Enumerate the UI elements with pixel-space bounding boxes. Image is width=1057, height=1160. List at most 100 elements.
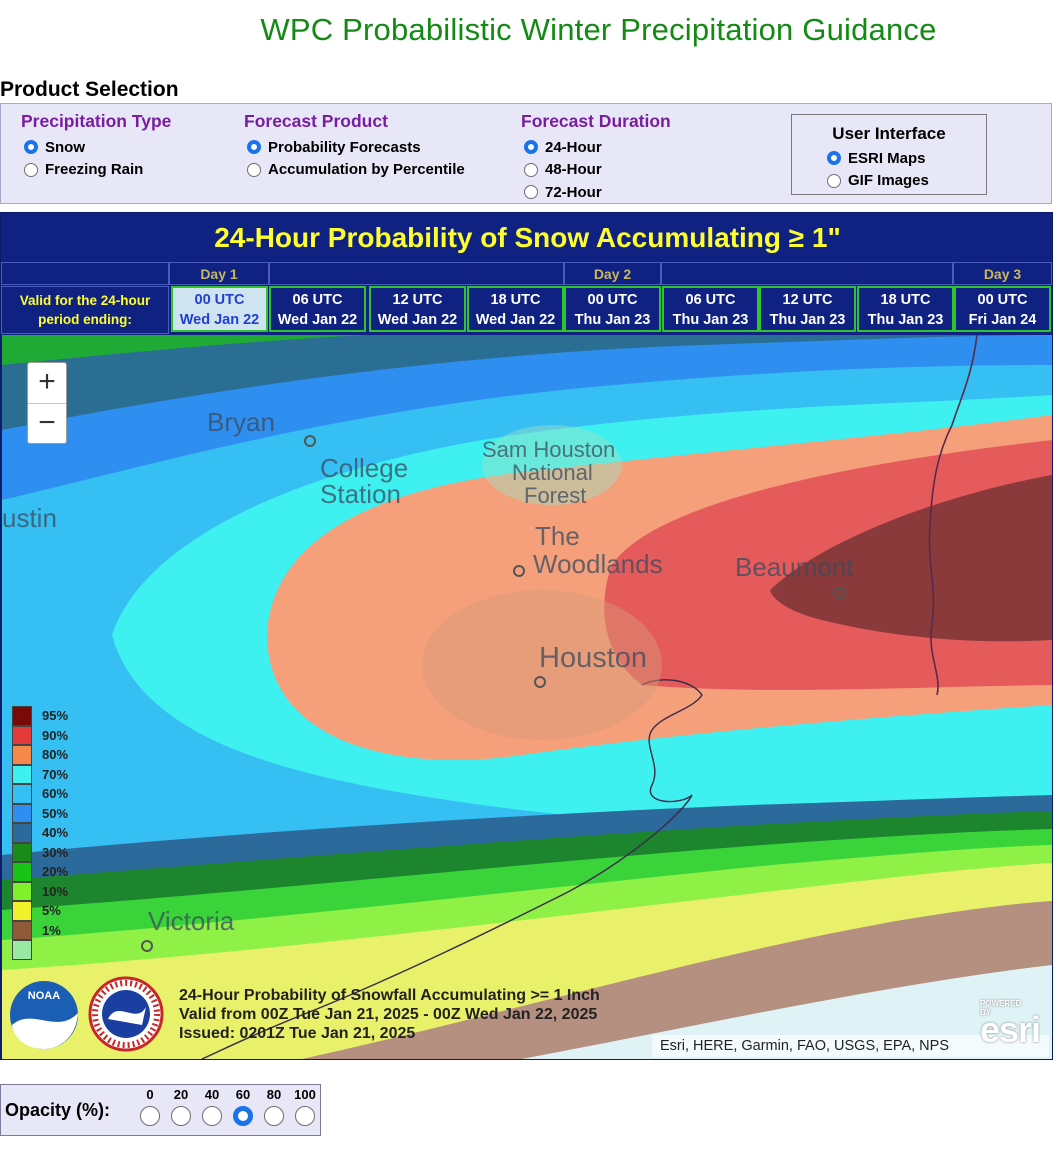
legend-swatch (12, 862, 32, 882)
time-tab[interactable]: 12 UTC Thu Jan 23 (759, 286, 856, 332)
time-tab[interactable]: 00 UTC Wed Jan 22 (171, 286, 268, 332)
band-95 (770, 475, 1052, 642)
legend-swatch (12, 745, 32, 765)
legend-row: 60% (12, 784, 68, 804)
legend-row: 40% (12, 823, 68, 843)
forecast-duration-48h[interactable]: 48-Hour (521, 159, 671, 182)
product-selection-heading: Product Selection (0, 78, 179, 101)
time-tab[interactable]: 00 UTC Fri Jan 24 (954, 286, 1051, 332)
legend-swatch (12, 881, 32, 901)
opacity-option[interactable]: 60 (231, 1087, 255, 1126)
forecast-duration-72h[interactable]: 72-Hour (521, 181, 671, 204)
user-interface-esri[interactable]: ESRI Maps (792, 147, 986, 170)
time-tab[interactable]: 18 UTC Wed Jan 22 (467, 286, 564, 332)
page-title: WPC Probabilistic Winter Precipitation G… (260, 12, 937, 47)
precip-type-group: Precipitation Type Snow Freezing Rain (21, 111, 171, 181)
user-interface-title: User Interface (832, 124, 946, 143)
legend-row: 30% (12, 842, 68, 862)
place-woodlands: Woodlands (533, 549, 663, 579)
national-forest-area (482, 425, 622, 505)
radio-icon[interactable] (24, 162, 38, 177)
legend-row (12, 940, 32, 960)
place-college: College (320, 453, 408, 483)
time-tab[interactable]: 00 UTC Thu Jan 23 (564, 286, 661, 332)
zoom-out-button[interactable]: − (28, 403, 66, 444)
product-selection-panel: Precipitation Type Snow Freezing Rain Fo… (0, 103, 1052, 204)
radio-icon[interactable] (295, 1106, 315, 1126)
forecast-duration-24h[interactable]: 24-Hour (521, 136, 671, 159)
place-beaumont: Beaumont (735, 552, 854, 582)
city-dot (534, 676, 546, 688)
legend-swatch (12, 706, 32, 726)
probability-legend: 95% 90% 80% 70% 60% 50% 40% 30% 20% 10% … (12, 706, 68, 960)
time-tab[interactable]: 18 UTC Thu Jan 23 (857, 286, 954, 332)
place-sam-houston-2: National (512, 460, 593, 485)
place-station: Station (320, 479, 401, 509)
opacity-option[interactable]: 80 (262, 1087, 286, 1126)
urban-area (422, 590, 662, 740)
valid-time-row: Valid for the 24-hour period ending: 00 … (1, 286, 1052, 334)
time-tab[interactable]: 12 UTC Wed Jan 22 (369, 286, 466, 332)
precip-type-freezing-rain[interactable]: Freezing Rain (21, 159, 171, 182)
legend-swatch (12, 920, 32, 940)
day-spacer (1, 262, 169, 285)
opacity-option[interactable]: 100 (293, 1087, 317, 1126)
legend-swatch (12, 803, 32, 823)
forecast-product-title: Forecast Product (244, 111, 388, 131)
forecast-product-probability[interactable]: Probability Forecasts (244, 136, 465, 159)
radio-icon[interactable] (264, 1106, 284, 1126)
zoom-control: + − (27, 362, 67, 444)
place-bryan: Bryan (207, 407, 275, 437)
zoom-in-button[interactable]: + (38, 365, 56, 398)
map-attribution: Esri, HERE, Garmin, FAO, USGS, EPA, NPS (652, 1035, 1049, 1057)
forecast-product-percentile[interactable]: Accumulation by Percentile (244, 159, 465, 182)
time-tab[interactable]: 06 UTC Wed Jan 22 (269, 286, 366, 332)
state-border (928, 335, 978, 696)
city-dot (513, 565, 525, 577)
radio-icon[interactable] (171, 1106, 191, 1126)
user-interface-gif[interactable]: GIF Images (792, 170, 986, 193)
legend-row: 5% (12, 901, 61, 921)
forecast-duration-group: Forecast Duration 24-Hour 48-Hour 72-Hou… (521, 111, 671, 204)
map-view[interactable]: Bryan College Station ustin Sam Houston … (2, 335, 1052, 1059)
esri-logo: POWERED BY esri (979, 999, 1041, 1050)
radio-selected-icon[interactable] (233, 1106, 253, 1126)
day-row: Day 1 Day 2 Day 3 (1, 262, 1052, 286)
legend-row: 20% (12, 862, 68, 882)
precip-type-title: Precipitation Type (21, 111, 172, 131)
radio-icon[interactable] (202, 1106, 222, 1126)
radio-icon[interactable] (524, 185, 538, 200)
radio-icon[interactable] (524, 162, 538, 177)
probability-map[interactable]: Bryan College Station ustin Sam Houston … (2, 335, 1052, 1059)
legend-swatch (12, 823, 32, 843)
place-austin: ustin (2, 503, 57, 533)
day-spacer (661, 262, 953, 285)
radio-selected-icon[interactable] (524, 140, 538, 155)
place-victoria: Victoria (148, 906, 235, 936)
opacity-option[interactable]: 20 (169, 1087, 193, 1126)
place-sam-houston-1: Sam Houston (482, 437, 615, 462)
radio-selected-icon[interactable] (247, 140, 261, 155)
legend-swatch (12, 784, 32, 804)
legend-swatch (12, 764, 32, 784)
noaa-logo: NOAA (10, 981, 78, 1049)
map-caption: 24-Hour Probability of Snowfall Accumula… (179, 987, 600, 1042)
radio-icon[interactable] (140, 1106, 160, 1126)
time-tab[interactable]: 06 UTC Thu Jan 23 (662, 286, 759, 332)
legend-row: 90% (12, 725, 68, 745)
day-1-label: Day 1 (169, 262, 269, 285)
opacity-option[interactable]: 40 (200, 1087, 224, 1126)
radio-icon[interactable] (827, 173, 841, 188)
radio-icon[interactable] (247, 162, 261, 177)
place-the: The (535, 521, 580, 551)
forecast-duration-title: Forecast Duration (521, 111, 671, 131)
precip-type-snow[interactable]: Snow (21, 136, 171, 159)
nws-logo (88, 976, 164, 1052)
radio-selected-icon[interactable] (24, 140, 38, 155)
legend-row: 50% (12, 803, 68, 823)
valid-period-label: Valid for the 24-hour period ending: (1, 286, 169, 334)
radio-selected-icon[interactable] (827, 151, 841, 166)
coastline (201, 679, 703, 1059)
product-title: 24-Hour Probability of Snow Accumulating… (214, 222, 841, 253)
opacity-option[interactable]: 0 (138, 1087, 162, 1126)
